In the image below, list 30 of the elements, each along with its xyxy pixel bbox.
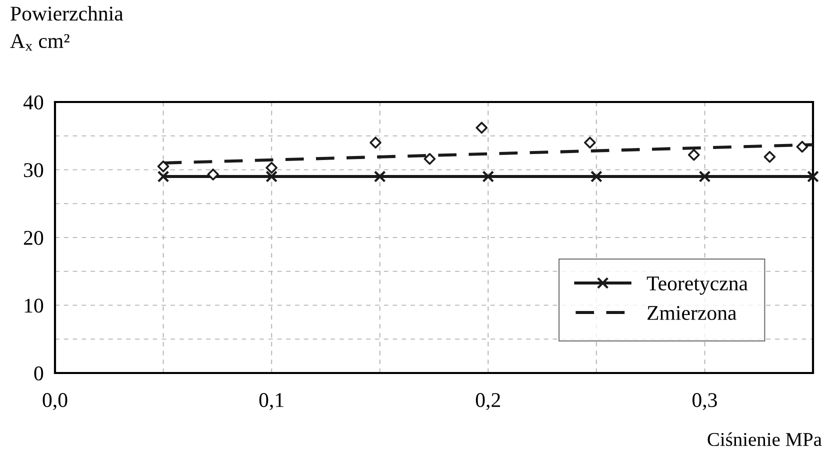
y-tick-label: 20 <box>24 230 44 245</box>
point <box>688 148 700 161</box>
legend-label: Teoretyczna <box>646 276 748 295</box>
x-tick-label: 0,2 <box>476 393 500 410</box>
legend-label: Zmierzona <box>648 306 736 320</box>
point <box>482 170 494 182</box>
x-tick-label: 0,3 <box>692 393 717 410</box>
y-axis-title: Powierzchnia A$_{x}$ cm² <box>10 6 124 51</box>
y-tick-label: 10 <box>24 298 44 313</box>
point <box>590 170 602 182</box>
x-axis-title: Ciśnienie MPa <box>708 432 822 446</box>
y-tick-label: 0 <box>34 366 44 380</box>
point <box>374 170 386 182</box>
point <box>698 170 711 182</box>
point <box>476 122 488 134</box>
point <box>370 136 382 149</box>
y-tick-label: 40 <box>23 95 44 110</box>
point <box>796 140 808 153</box>
x-tick-label: 0,0 <box>42 393 68 410</box>
point <box>266 170 278 182</box>
point <box>584 136 596 149</box>
point <box>157 170 170 182</box>
x-tick-label: 0,1 <box>259 393 284 410</box>
point <box>266 162 278 174</box>
point <box>764 150 776 163</box>
point <box>424 152 436 165</box>
point <box>807 170 819 182</box>
point <box>157 160 170 172</box>
point <box>207 168 220 180</box>
y-tick-label: 30 <box>24 163 44 178</box>
